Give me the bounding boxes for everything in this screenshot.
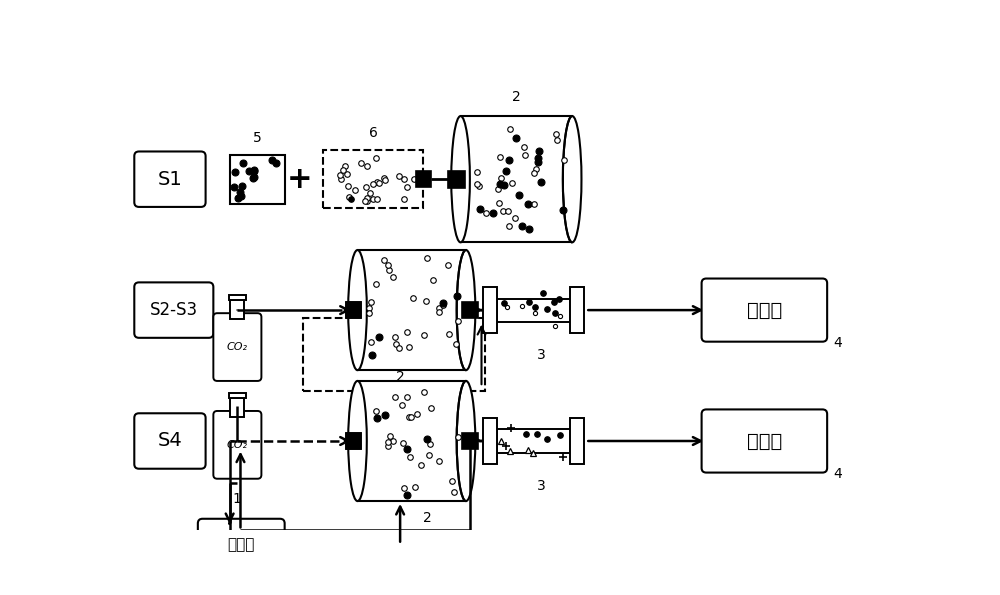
Text: CO₂: CO₂ <box>227 440 248 450</box>
FancyBboxPatch shape <box>134 414 206 469</box>
Text: 1: 1 <box>233 491 242 506</box>
Bar <box>497 430 570 453</box>
Text: S2-S3: S2-S3 <box>150 301 198 319</box>
FancyBboxPatch shape <box>702 278 827 342</box>
Ellipse shape <box>348 381 367 501</box>
Ellipse shape <box>457 250 475 370</box>
Text: 检测器: 检测器 <box>747 431 782 450</box>
Bar <box>323 150 423 208</box>
Text: 检测器: 检测器 <box>747 300 782 320</box>
Text: S4: S4 <box>158 431 182 450</box>
Text: +: + <box>287 165 312 194</box>
Bar <box>346 302 361 318</box>
Text: 3: 3 <box>537 478 546 493</box>
Bar <box>229 393 246 398</box>
Bar <box>461 116 572 242</box>
Ellipse shape <box>451 116 470 242</box>
Text: 1: 1 <box>233 394 242 408</box>
Text: CO₂: CO₂ <box>227 342 248 352</box>
Text: S1: S1 <box>158 170 182 189</box>
Ellipse shape <box>457 381 475 501</box>
Text: 5: 5 <box>253 131 262 145</box>
Text: 6: 6 <box>369 126 377 140</box>
Text: 改性剂: 改性剂 <box>228 537 255 552</box>
Bar <box>462 302 478 318</box>
Ellipse shape <box>563 116 581 242</box>
Bar <box>230 398 244 417</box>
Bar <box>416 171 431 187</box>
Bar <box>229 296 246 300</box>
Text: 4: 4 <box>834 467 842 481</box>
FancyBboxPatch shape <box>134 152 206 207</box>
Bar <box>462 433 478 449</box>
Bar <box>570 418 584 464</box>
FancyBboxPatch shape <box>213 313 261 381</box>
Bar <box>230 155 285 204</box>
Bar <box>448 171 465 187</box>
Text: 2: 2 <box>512 90 521 104</box>
FancyBboxPatch shape <box>213 411 261 479</box>
FancyBboxPatch shape <box>198 519 285 571</box>
Bar <box>303 318 485 391</box>
FancyBboxPatch shape <box>702 409 827 472</box>
Bar <box>346 433 361 449</box>
Bar <box>230 300 244 320</box>
FancyBboxPatch shape <box>134 283 213 338</box>
Bar <box>346 302 361 318</box>
Bar <box>570 287 584 333</box>
Bar <box>497 299 570 322</box>
Bar <box>483 418 497 464</box>
Text: 2: 2 <box>423 511 432 525</box>
Bar <box>346 433 361 449</box>
Bar <box>358 381 466 501</box>
Text: 4: 4 <box>834 336 842 350</box>
Ellipse shape <box>348 250 367 370</box>
Text: 3: 3 <box>537 347 546 362</box>
Bar <box>483 287 497 333</box>
Bar <box>358 250 466 370</box>
Text: 2: 2 <box>396 370 404 384</box>
